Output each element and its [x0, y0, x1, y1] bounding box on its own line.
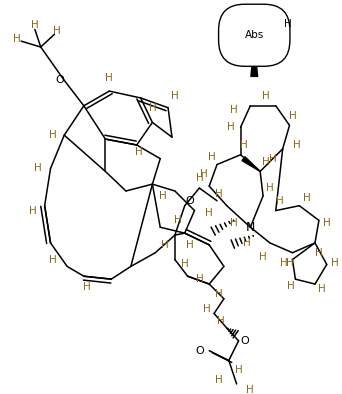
Text: H: H [174, 216, 182, 225]
Text: H: H [148, 103, 156, 113]
Polygon shape [242, 157, 260, 171]
Text: Abs: Abs [245, 30, 264, 40]
Text: H: H [196, 274, 203, 284]
Text: H: H [262, 91, 270, 101]
Text: H: H [269, 154, 277, 164]
Text: H: H [196, 173, 203, 183]
Text: O: O [185, 196, 194, 206]
Text: H: H [203, 303, 211, 314]
Text: H: H [135, 147, 143, 157]
Text: H: H [227, 122, 235, 132]
Text: H: H [205, 208, 213, 217]
Text: H: H [161, 240, 169, 250]
Text: H: H [293, 140, 301, 150]
Text: N: N [246, 221, 255, 234]
Text: H: H [276, 196, 284, 206]
Text: H: H [259, 252, 267, 262]
Text: H: H [331, 258, 339, 268]
Text: H: H [284, 19, 291, 30]
Text: H: H [303, 193, 311, 203]
Text: H: H [318, 284, 326, 294]
Text: H: H [217, 316, 225, 326]
Text: O: O [55, 75, 64, 85]
Text: H: H [235, 365, 242, 375]
Text: H: H [262, 157, 270, 167]
Text: H: H [266, 183, 274, 193]
Text: H: H [159, 191, 167, 201]
Text: H: H [53, 26, 60, 36]
Text: H: H [83, 282, 91, 292]
Text: H: H [171, 91, 179, 101]
Text: H: H [230, 105, 238, 115]
Polygon shape [251, 45, 258, 76]
Text: H: H [287, 281, 294, 291]
Text: H: H [208, 152, 216, 162]
Text: H: H [242, 238, 250, 248]
Text: H: H [215, 189, 223, 199]
Text: H: H [105, 73, 113, 84]
Text: H: H [280, 258, 288, 268]
Text: H: H [323, 218, 331, 229]
Text: H: H [240, 140, 247, 150]
Text: H: H [315, 248, 323, 258]
Text: H: H [286, 258, 293, 268]
Text: O: O [240, 336, 249, 346]
Text: H: H [289, 111, 296, 121]
Text: H: H [186, 240, 194, 250]
Text: H: H [200, 169, 208, 179]
Text: H: H [13, 34, 21, 44]
Text: H: H [247, 385, 254, 394]
Text: H: H [230, 218, 238, 229]
Text: H: H [49, 255, 56, 264]
Text: H: H [49, 130, 56, 140]
Text: H: H [34, 164, 42, 173]
Text: H: H [215, 289, 223, 299]
Text: H: H [29, 206, 37, 216]
Text: H: H [215, 375, 223, 385]
Text: H: H [181, 260, 188, 269]
Text: O: O [195, 346, 204, 356]
Text: H: H [31, 20, 39, 30]
